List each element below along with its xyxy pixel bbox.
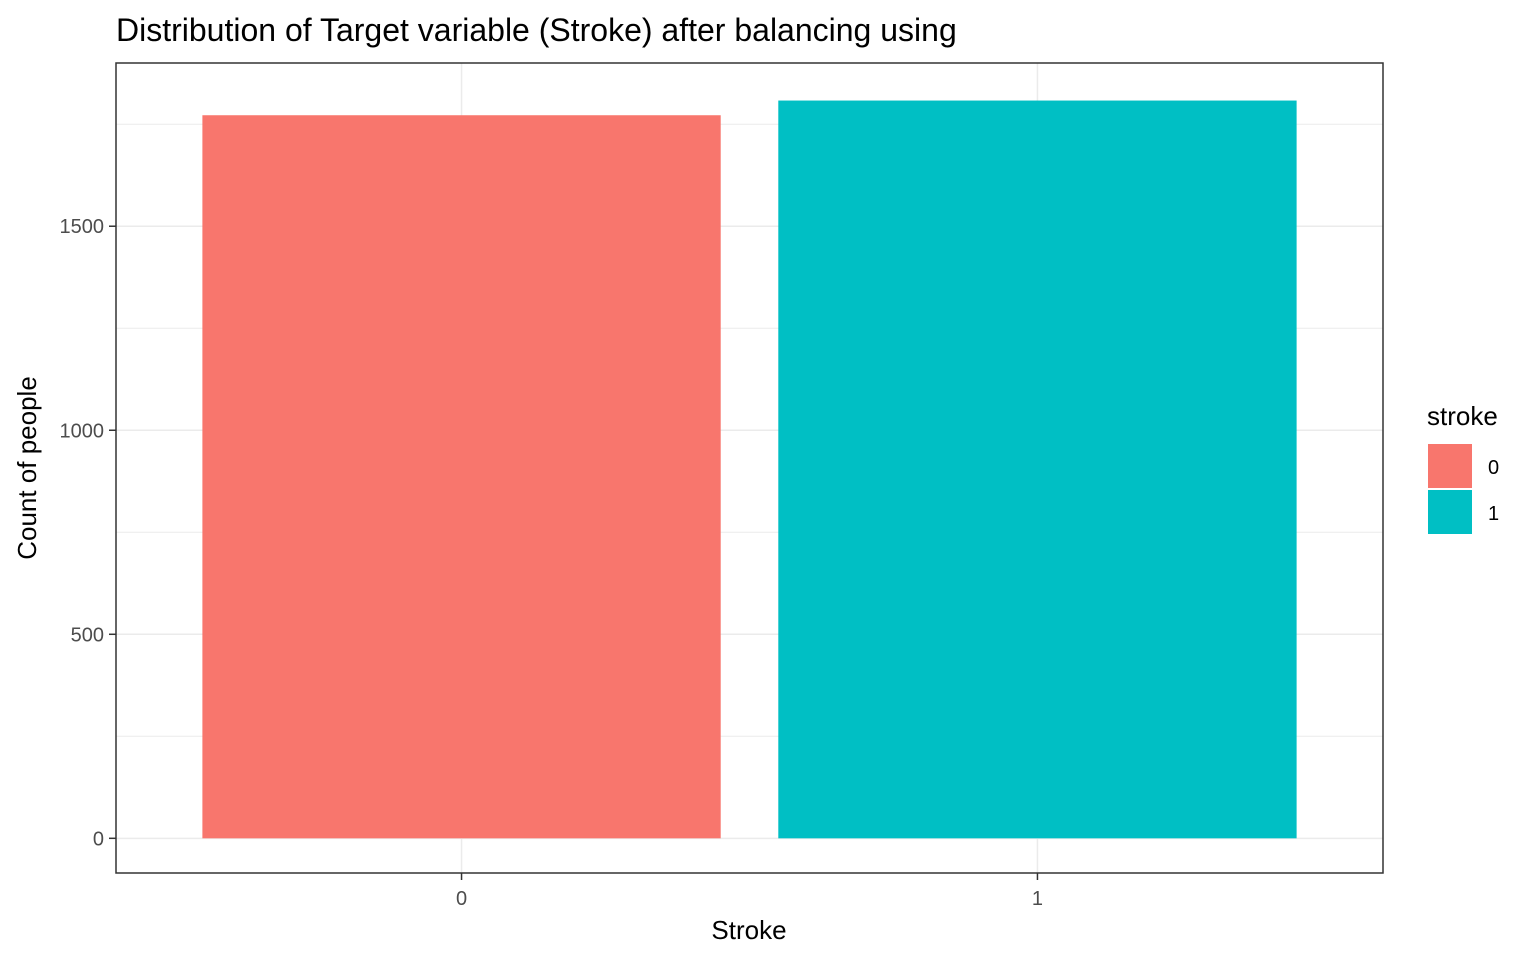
legend-label-1: 1 xyxy=(1488,503,1499,525)
chart-title: Distribution of Target variable (Stroke)… xyxy=(116,12,957,48)
legend-title: stroke xyxy=(1427,401,1498,431)
bars xyxy=(202,100,1297,839)
legend-label-0: 0 xyxy=(1488,457,1499,479)
y-tick-label: 0 xyxy=(93,828,104,850)
legend: stroke 01 xyxy=(1427,401,1499,534)
bar-0 xyxy=(202,115,721,839)
legend-items: 01 xyxy=(1428,444,1499,534)
x-tick-label: 0 xyxy=(456,888,467,910)
plot-panel-border xyxy=(115,62,1384,874)
x-axis-title: Stroke xyxy=(711,915,786,945)
y-axis-title: Count of people xyxy=(12,376,42,560)
x-tick-label: 1 xyxy=(1032,888,1043,910)
legend-key-1 xyxy=(1428,490,1472,534)
y-tick-label: 500 xyxy=(71,624,104,646)
y-tick-label: 1000 xyxy=(60,420,105,442)
y-axis-ticks: 0 500 1000 1500 xyxy=(60,216,116,850)
y-tick-label: 1500 xyxy=(60,216,105,238)
legend-key-0 xyxy=(1428,444,1472,488)
bar-1 xyxy=(778,100,1297,839)
